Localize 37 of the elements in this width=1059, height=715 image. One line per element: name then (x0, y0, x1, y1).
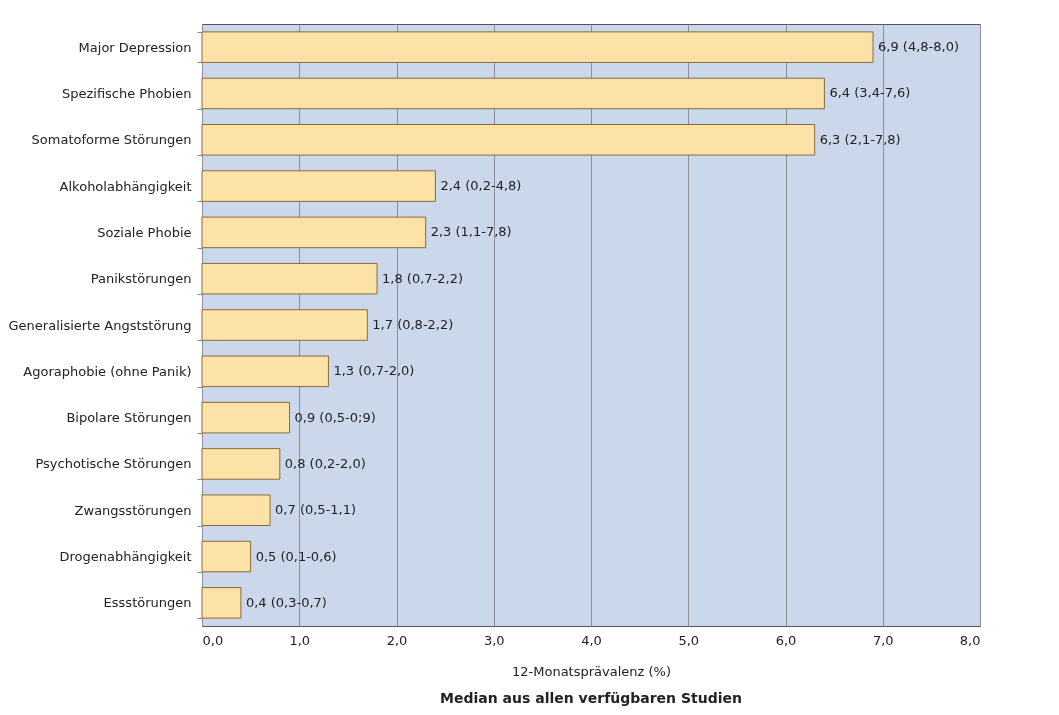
y-tick-label: Bipolare Störungen (66, 410, 192, 426)
x-tick-label: 3,0 (483, 632, 505, 648)
data-label: 0,9 (0,5-0;9) (294, 409, 376, 425)
data-label: 0,4 (0,3-0,7) (245, 594, 327, 610)
y-tick-label: Somatoforme Störungen (31, 132, 192, 148)
y-tick-label: Panikstörungen (90, 271, 192, 287)
x-tick-label: 7,0 (872, 632, 894, 648)
data-label: 1,3 (0,7-2,0) (333, 363, 415, 379)
y-tick-label: Generalisierte Angststörung (8, 317, 192, 333)
x-tick-label: 6,0 (775, 632, 797, 648)
data-label: 6,4 (3,4-7,6) (829, 85, 911, 101)
x-tick-label: 5,0 (678, 632, 700, 648)
y-tick-label: Alkoholabhängigkeit (59, 178, 192, 194)
data-label: 1,8 (0,7-2,2) (382, 270, 464, 286)
data-label: 0,5 (0,1-0,6) (255, 548, 337, 564)
y-tick-label: Drogenabhängigkeit (59, 549, 192, 565)
x-tick-label: 2,0 (386, 632, 408, 648)
y-tick-label: Spezifische Phobien (61, 85, 192, 101)
x-tick-label: 0,0 (202, 632, 224, 648)
y-tick-label: Essstörungen (103, 595, 192, 611)
y-tick-label: Major Depression (78, 39, 192, 55)
data-label: 2,3 (1,1-7,8) (430, 224, 512, 240)
y-tick-label: Zwangsstörungen (74, 502, 192, 518)
text: Median aus allen verfügbaren Studien (440, 690, 742, 706)
data-label: 0,8 (0,2-2,0) (284, 455, 366, 471)
data-label: 1,7 (0,8-2,2) (372, 317, 454, 332)
y-tick-label: Agoraphobie (ohne Panik) (23, 363, 192, 379)
x-tick-label: 1,0 (289, 632, 311, 648)
x-axis-title: 12-Monatsprävalenz (%) (511, 663, 672, 679)
x-tick-label: 4,0 (581, 632, 602, 648)
y-tick-label: Psychotische Störungen (35, 456, 192, 472)
x-tick-label: 8,0 (959, 632, 981, 648)
data-label: 2,4 (0,2-4,8) (440, 178, 522, 194)
y-tick-label: Soziale Phobie (97, 224, 192, 240)
data-label: 6,3 (2,1-7,8) (819, 131, 901, 147)
data-label: 6,9 (4,8-8,0) (878, 39, 960, 55)
data-label: 0,7 (0,5-1,1) (275, 502, 357, 518)
